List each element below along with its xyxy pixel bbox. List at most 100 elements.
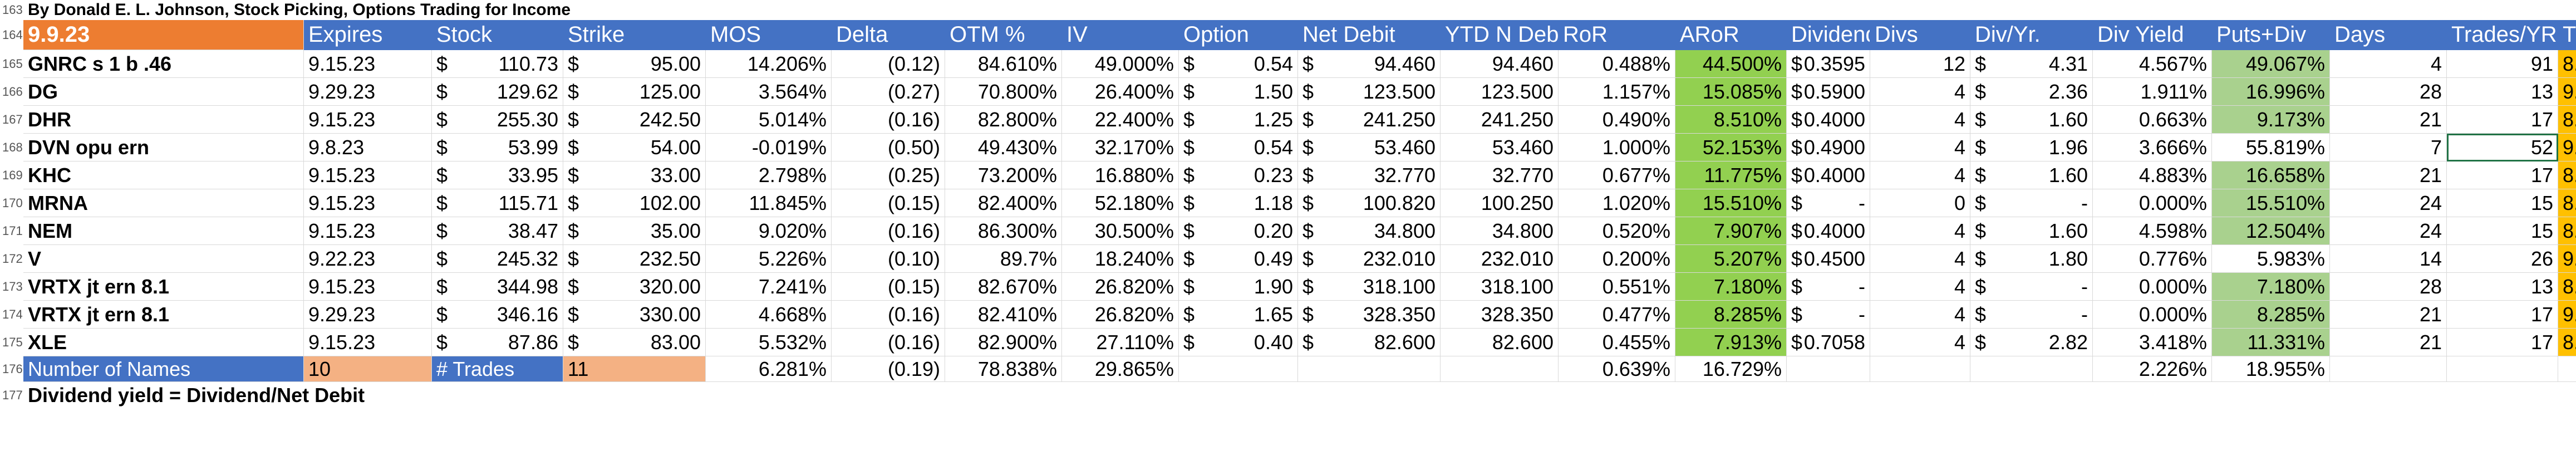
summary-puts-div[interactable]: 18.955% [2212, 356, 2330, 382]
dividend-cell[interactable]: $0.5900 [1787, 78, 1870, 106]
header-delta[interactable]: Delta [832, 20, 945, 50]
div-yield-cell[interactable]: 0.000% [2093, 273, 2212, 301]
row-header[interactable]: 176 [2, 362, 23, 376]
iv-cell[interactable]: 18.240% [1062, 245, 1179, 273]
empty-cell[interactable] [1179, 356, 1298, 382]
ytd-net-debit[interactable]: 241.250 [1441, 106, 1559, 134]
delta-cell[interactable]: (0.15) [832, 189, 945, 217]
otm-cell[interactable]: 82.800% [945, 106, 1062, 134]
trades-per-year-cell[interactable]: 13 [2447, 78, 2558, 106]
puts-div-cell[interactable]: 12.504% [2212, 217, 2330, 245]
header-dividend[interactable]: Dividend [1787, 20, 1870, 50]
header-iv[interactable]: IV [1062, 20, 1179, 50]
aror-cell[interactable]: 8.510% [1675, 106, 1787, 134]
ticker-name[interactable]: MRNA [23, 189, 304, 217]
otm-cell[interactable]: 82.400% [945, 189, 1062, 217]
delta-cell[interactable]: (0.27) [832, 78, 945, 106]
delta-cell[interactable]: (0.16) [832, 301, 945, 329]
days-cell[interactable]: 21 [2330, 329, 2447, 356]
trades-per-year-cell[interactable]: 13 [2447, 273, 2558, 301]
ytd-net-debit[interactable]: 82.600 [1441, 329, 1559, 356]
otm-cell[interactable]: 73.200% [945, 161, 1062, 189]
days-cell[interactable]: 7 [2330, 134, 2447, 161]
summary-otm[interactable]: 78.838% [945, 356, 1062, 382]
trades-per-year-cell[interactable]: 17 [2447, 161, 2558, 189]
trades-per-year-cell[interactable]: 15 [2447, 189, 2558, 217]
stock-price[interactable]: $33.95 [432, 161, 563, 189]
div-yield-cell[interactable]: 4.598% [2093, 217, 2212, 245]
strike-price[interactable]: $95.00 [563, 50, 706, 78]
ticker-name[interactable]: DG [23, 78, 304, 106]
trade-date-cell[interactable]: 8.25.23 [2558, 161, 2576, 189]
net-debit[interactable]: $94.460 [1298, 50, 1441, 78]
div-yield-cell[interactable]: 3.418% [2093, 329, 2212, 356]
aror-cell[interactable]: 7.907% [1675, 217, 1787, 245]
div-per-year[interactable]: $4.31 [1970, 50, 2093, 78]
ticker-name[interactable]: VRTX jt ern 8.1 [23, 301, 304, 329]
net-debit[interactable]: $241.250 [1298, 106, 1441, 134]
delta-cell[interactable]: (0.16) [832, 329, 945, 356]
otm-cell[interactable]: 70.800% [945, 78, 1062, 106]
trade-date-cell[interactable]: 8.16.23 [2558, 50, 2576, 78]
ytd-net-debit[interactable]: 32.770 [1441, 161, 1559, 189]
otm-cell[interactable]: 82.900% [945, 329, 1062, 356]
strike-price[interactable]: $125.00 [563, 78, 706, 106]
aror-cell[interactable]: 5.207% [1675, 245, 1787, 273]
trades-per-year-cell[interactable]: 17 [2447, 329, 2558, 356]
row-header[interactable]: 174 [2, 307, 23, 321]
divs-cell[interactable]: 4 [1870, 273, 1970, 301]
iv-cell[interactable]: 32.170% [1062, 134, 1179, 161]
div-per-year[interactable]: $1.96 [1970, 134, 2093, 161]
expires-cell[interactable]: 9.22.23 [304, 245, 432, 273]
header-divs[interactable]: Divs [1870, 20, 1970, 50]
header-ror[interactable]: RoR [1559, 20, 1675, 50]
divs-cell[interactable]: 4 [1870, 134, 1970, 161]
header-days[interactable]: Days [2330, 20, 2447, 50]
otm-cell[interactable]: 86.300% [945, 217, 1062, 245]
header-expires[interactable]: Expires [304, 20, 432, 50]
header-puts-div[interactable]: Puts+Div [2212, 20, 2330, 50]
div-yield-cell[interactable]: 0.000% [2093, 301, 2212, 329]
header-mos[interactable]: MOS [706, 20, 832, 50]
ytd-net-debit[interactable]: 232.010 [1441, 245, 1559, 273]
div-yield-cell[interactable]: 0.000% [2093, 189, 2212, 217]
empty-cell[interactable] [1970, 356, 2093, 382]
divs-cell[interactable]: 0 [1870, 189, 1970, 217]
trades-value[interactable]: 11 [563, 356, 706, 382]
header-trade[interactable]: Trade [2558, 20, 2576, 50]
puts-div-cell[interactable]: 15.510% [2212, 189, 2330, 217]
strike-price[interactable]: $83.00 [563, 329, 706, 356]
otm-cell[interactable]: 82.670% [945, 273, 1062, 301]
mos-cell[interactable]: 5.226% [706, 245, 832, 273]
expires-cell[interactable]: 9.15.23 [304, 217, 432, 245]
summary-aror[interactable]: 16.729% [1675, 356, 1787, 382]
puts-div-cell[interactable]: 16.658% [2212, 161, 2330, 189]
expires-cell[interactable]: 9.15.23 [304, 329, 432, 356]
net-debit[interactable]: $328.350 [1298, 301, 1441, 329]
row-header[interactable]: 167 [2, 112, 23, 126]
iv-cell[interactable]: 52.180% [1062, 189, 1179, 217]
div-yield-cell[interactable]: 0.776% [2093, 245, 2212, 273]
delta-cell[interactable]: (0.16) [832, 106, 945, 134]
aror-cell[interactable]: 7.913% [1675, 329, 1787, 356]
div-per-year[interactable]: $1.80 [1970, 245, 2093, 273]
aror-cell[interactable]: 52.153% [1675, 134, 1787, 161]
trades-label[interactable]: # Trades [432, 356, 563, 382]
net-debit[interactable]: $318.100 [1298, 273, 1441, 301]
row-header[interactable]: 172 [2, 252, 23, 266]
row-header[interactable]: 170 [2, 196, 23, 210]
trade-date-cell[interactable]: 8.17.23 [2558, 273, 2576, 301]
row-header[interactable]: 177 [2, 388, 23, 402]
option-price[interactable]: $0.54 [1179, 50, 1298, 78]
trades-per-year-cell[interactable]: 15 [2447, 217, 2558, 245]
dividend-cell[interactable]: $0.4500 [1787, 245, 1870, 273]
stock-price[interactable]: $346.16 [432, 301, 563, 329]
iv-cell[interactable]: 26.820% [1062, 273, 1179, 301]
dividend-cell[interactable]: $0.4000 [1787, 161, 1870, 189]
divs-cell[interactable]: 4 [1870, 106, 1970, 134]
number-of-names-label[interactable]: Number of Names [23, 356, 304, 382]
row-header[interactable]: 175 [2, 335, 23, 349]
ytd-net-debit[interactable]: 34.800 [1441, 217, 1559, 245]
header-stock[interactable]: Stock [432, 20, 563, 50]
header-div-yield[interactable]: Div Yield [2093, 20, 2212, 50]
